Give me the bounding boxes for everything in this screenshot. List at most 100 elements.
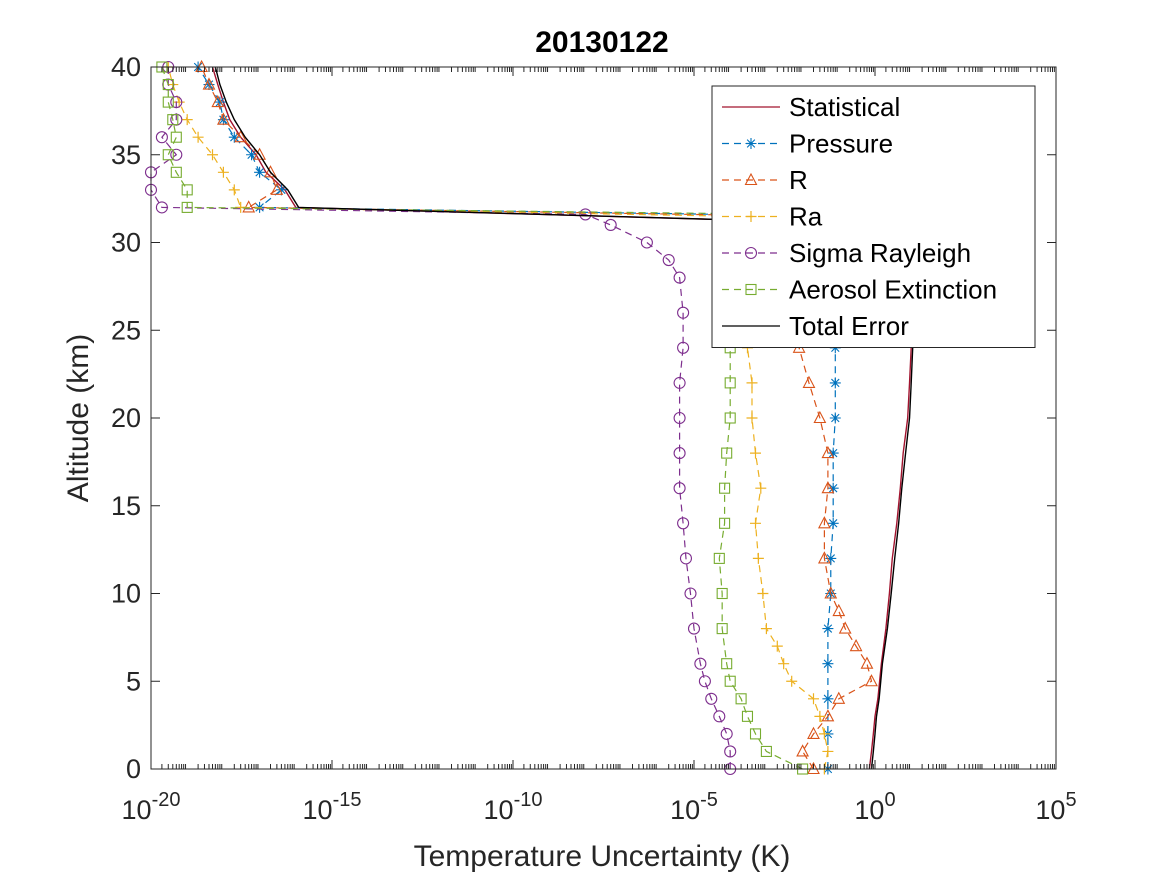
data-point-ra bbox=[217, 166, 229, 178]
data-point-sigma-rayleigh bbox=[713, 710, 726, 723]
y-tick-label: 10 bbox=[111, 579, 141, 609]
x-tick-label: 10-15 bbox=[303, 789, 362, 825]
data-point-r bbox=[838, 621, 852, 634]
data-point-ra bbox=[750, 447, 762, 459]
data-point-r bbox=[860, 656, 874, 669]
data-point-ra bbox=[173, 96, 185, 108]
data-point-aerosol-extinction bbox=[170, 131, 182, 143]
data-point-aerosol-extinction bbox=[749, 728, 762, 740]
data-point-pressure bbox=[829, 377, 841, 389]
data-point-aerosol-extinction bbox=[167, 114, 179, 126]
data-point-aerosol-extinction bbox=[724, 412, 736, 424]
data-point-pressure bbox=[228, 131, 240, 143]
x-tick-label: 10-20 bbox=[122, 789, 181, 825]
data-point-aerosol-extinction bbox=[735, 693, 747, 705]
data-point-r bbox=[234, 130, 248, 143]
data-point-r bbox=[821, 481, 835, 494]
data-point-sigma-rayleigh bbox=[579, 208, 592, 221]
data-point-aerosol-extinction bbox=[721, 658, 733, 670]
data-point-sigma-rayleigh bbox=[694, 657, 707, 670]
data-point-r bbox=[865, 674, 878, 687]
data-point-ra bbox=[807, 693, 819, 705]
legend-marker bbox=[745, 211, 757, 222]
data-point-sigma-rayleigh bbox=[677, 517, 690, 530]
data-point-r bbox=[807, 761, 820, 775]
data-point-sigma-rayleigh bbox=[155, 201, 168, 214]
data-point-ra bbox=[746, 377, 758, 389]
data-point-ra bbox=[746, 412, 758, 424]
legend-item-ra: Ra bbox=[722, 202, 823, 232]
data-point-ra bbox=[228, 184, 240, 196]
data-point-ra bbox=[822, 745, 834, 757]
data-point-ra bbox=[192, 131, 204, 143]
data-point-pressure bbox=[275, 184, 287, 196]
legend-item-sigma-rayleigh: Sigma Rayleigh bbox=[722, 238, 971, 268]
data-point-r bbox=[849, 638, 863, 652]
data-point-sigma-rayleigh bbox=[170, 148, 183, 161]
data-point-pressure bbox=[254, 166, 266, 178]
data-point-sigma-rayleigh bbox=[662, 253, 675, 267]
data-point-aerosol-extinction bbox=[162, 79, 174, 91]
legend-marker bbox=[745, 138, 757, 149]
data-point-aerosol-extinction bbox=[741, 710, 754, 722]
data-point-r bbox=[832, 603, 846, 617]
data-point-ra bbox=[207, 149, 219, 161]
data-point-pressure bbox=[825, 552, 837, 564]
data-point-aerosol-extinction bbox=[724, 675, 736, 687]
y-tick-label: 30 bbox=[111, 228, 141, 258]
x-tick-label: 100 bbox=[854, 789, 895, 825]
legend-item-r: R bbox=[722, 165, 808, 195]
y-tick-label: 0 bbox=[126, 754, 141, 784]
data-point-r bbox=[802, 375, 816, 388]
data-point-ra bbox=[750, 517, 762, 529]
data-point-pressure bbox=[827, 447, 839, 459]
data-point-r bbox=[796, 744, 810, 757]
data-point-r bbox=[832, 691, 846, 704]
data-point-r bbox=[253, 147, 267, 160]
axes: 10-20 10-15 10-10 10-5 100 105 0 5 10 15 20 25 30 35 4… bbox=[111, 52, 1077, 825]
data-point-ra bbox=[181, 114, 193, 126]
data-point-aerosol-extinction bbox=[724, 377, 736, 389]
data-point-sigma-rayleigh bbox=[170, 96, 183, 109]
data-point-sigma-rayleigh bbox=[604, 218, 617, 231]
y-tick-label: 5 bbox=[126, 666, 141, 696]
data-point-sigma-rayleigh bbox=[155, 131, 168, 144]
data-point-r bbox=[817, 551, 831, 564]
y-tick-label: 15 bbox=[111, 491, 141, 521]
legend-label: R bbox=[789, 165, 808, 195]
legend-label: Aerosol Extinction bbox=[789, 275, 997, 305]
data-point-sigma-rayleigh bbox=[677, 306, 690, 319]
data-point-pressure bbox=[829, 412, 841, 424]
x-tick-label: 10-10 bbox=[484, 789, 543, 825]
data-point-sigma-rayleigh bbox=[679, 552, 693, 565]
data-point-r bbox=[807, 726, 820, 739]
legend-box bbox=[711, 85, 1036, 348]
legend-marker bbox=[744, 172, 758, 186]
data-point-r bbox=[242, 200, 256, 213]
data-point-aerosol-extinction bbox=[721, 447, 733, 459]
data-point-aerosol-extinction bbox=[162, 149, 174, 161]
data-point-r bbox=[270, 182, 284, 195]
data-point-sigma-rayleigh bbox=[698, 675, 711, 688]
legend-label: Ra bbox=[789, 202, 823, 232]
legend-label: Sigma Rayleigh bbox=[789, 238, 971, 268]
data-point-sigma-rayleigh bbox=[684, 587, 697, 600]
data-point-r bbox=[821, 709, 835, 722]
data-point-sigma-rayleigh bbox=[687, 622, 701, 635]
data-point-sigma-rayleigh bbox=[673, 376, 686, 389]
data-point-ra bbox=[755, 482, 767, 494]
data-point-aerosol-extinction bbox=[719, 517, 731, 529]
series-line-aerosol-extinction bbox=[161, 66, 803, 770]
data-point-ra bbox=[814, 710, 826, 722]
legend-item-aerosol-extinction: Aerosol Extinction bbox=[722, 275, 997, 305]
data-point-r bbox=[195, 59, 209, 73]
data-point-sigma-rayleigh bbox=[677, 341, 690, 354]
series-line-ra bbox=[167, 66, 829, 770]
chart-title: 20130122 bbox=[535, 26, 668, 59]
legend-marker bbox=[745, 283, 757, 296]
data-point-ra bbox=[818, 728, 830, 740]
data-point-pressure bbox=[822, 623, 834, 635]
legend-label: Pressure bbox=[789, 129, 893, 159]
